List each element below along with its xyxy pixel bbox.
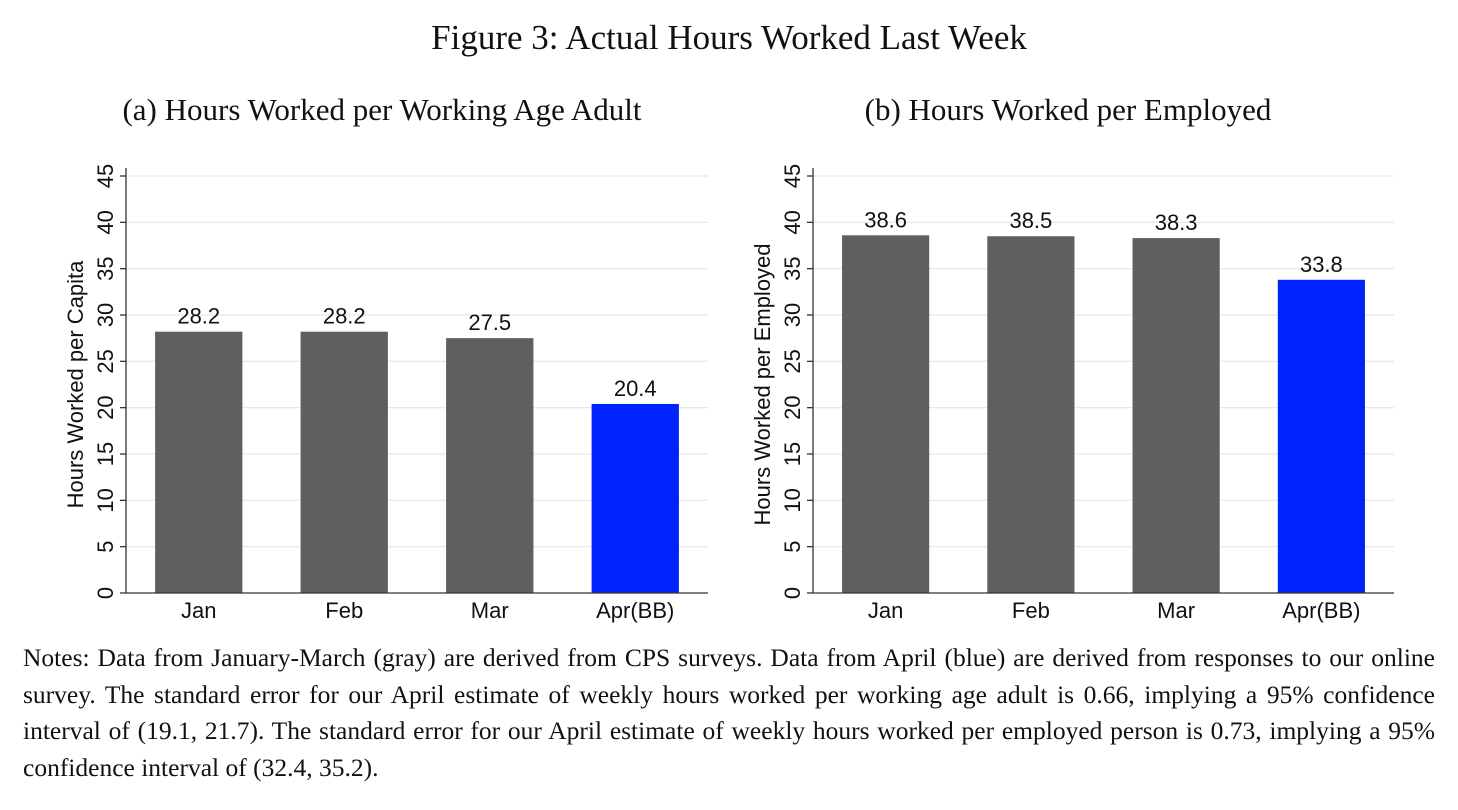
y-tick-label: 10 — [780, 488, 805, 512]
bar-value-label: 28.2 — [177, 304, 220, 329]
y-axis-title: Hours Worked per Employed — [750, 243, 775, 525]
y-tick-label: 45 — [780, 164, 805, 188]
x-tick-label: Jan — [181, 598, 216, 623]
y-tick-label: 15 — [93, 442, 118, 466]
bar-value-label: 38.3 — [1155, 210, 1198, 235]
y-tick-label: 15 — [780, 442, 805, 466]
y-tick-label: 30 — [780, 303, 805, 327]
bar-aprbb — [591, 403, 679, 593]
y-tick-label: 30 — [93, 303, 118, 327]
y-tick-label: 25 — [93, 349, 118, 373]
y-tick-label: 10 — [93, 488, 118, 512]
panel-a-chart: 28.2 Jan 28.2 Feb 27.5 Mar 20.4 Apr(BB) 0 5 10 15 20… — [63, 164, 708, 623]
bar-feb — [987, 236, 1075, 593]
y-tick-label: 25 — [780, 349, 805, 373]
bar-jan — [842, 235, 930, 593]
y-tick-label: 20 — [93, 395, 118, 419]
x-tick-label: Apr(BB) — [596, 598, 674, 623]
bar-feb — [300, 331, 388, 593]
bar-value-label: 38.5 — [1009, 208, 1052, 233]
panel-b-title: (b) Hours Worked per Employed — [864, 92, 1272, 127]
figure-notes: Notes: Data from January-March (gray) ar… — [23, 643, 1435, 782]
y-tick-label: 5 — [780, 541, 805, 553]
y-tick-label: 5 — [93, 541, 118, 553]
x-tick-label: Apr(BB) — [1282, 598, 1360, 623]
y-tick-label: 35 — [780, 256, 805, 280]
panel-a-title: (a) Hours Worked per Working Age Adult — [122, 92, 642, 127]
x-tick-label: Mar — [471, 598, 509, 623]
y-tick-label: 0 — [93, 587, 118, 599]
bar-jan — [155, 331, 243, 593]
y-tick-label: 20 — [780, 395, 805, 419]
bar-aprbb — [1277, 279, 1365, 593]
y-tick-label: 45 — [93, 164, 118, 188]
bar-value-label: 33.8 — [1300, 252, 1343, 277]
bar-mar — [446, 338, 534, 593]
x-tick-label: Feb — [1012, 598, 1050, 623]
y-tick-label: 40 — [780, 210, 805, 234]
x-tick-label: Jan — [868, 598, 903, 623]
bar-value-label: 27.5 — [468, 310, 511, 335]
panel-b-chart: 38.6 Jan 38.5 Feb 38.3 Mar 33.8 Apr(BB) 0 5 10 15 20… — [750, 164, 1394, 623]
x-tick-label: Mar — [1157, 598, 1195, 623]
y-tick-label: 40 — [93, 210, 118, 234]
bar-value-label: 20.4 — [614, 376, 657, 401]
y-tick-label: 0 — [780, 587, 805, 599]
figure-title: Figure 3: Actual Hours Worked Last Week — [431, 18, 1027, 57]
y-tick-label: 35 — [93, 256, 118, 280]
bar-value-label: 38.6 — [864, 207, 907, 232]
bar-mar — [1132, 238, 1220, 593]
y-axis-title: Hours Worked per Capita — [63, 260, 88, 509]
x-tick-label: Feb — [325, 598, 363, 623]
bar-value-label: 28.2 — [323, 304, 366, 329]
